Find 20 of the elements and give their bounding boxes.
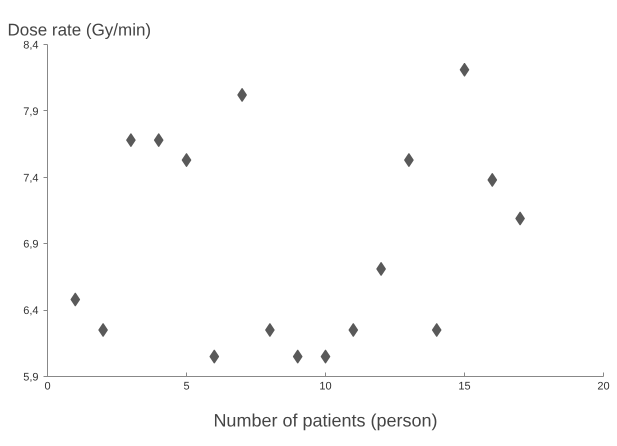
x-tick-label: 5 <box>183 380 190 392</box>
point <box>154 133 164 148</box>
y-tick-label: 8,4 <box>23 40 39 52</box>
y-tick-label: 5,9 <box>23 372 39 384</box>
point <box>348 323 358 338</box>
point <box>432 323 442 338</box>
point <box>487 172 498 187</box>
y-tick-label: 6,4 <box>23 305 39 318</box>
x-tick-label: 15 <box>458 380 471 392</box>
x-tick-label: 0 <box>44 380 51 392</box>
x-tick-label: 10 <box>319 380 332 392</box>
point <box>70 292 80 306</box>
y-tick-label: 6,9 <box>23 238 39 251</box>
point <box>292 350 303 364</box>
y-tick-label: 7,9 <box>23 106 39 118</box>
x-axis-title: Number of patients (person) <box>213 410 438 430</box>
x-tick-label: 20 <box>597 380 610 392</box>
y-axis-title: Dose rate (Gy/min) <box>8 20 152 40</box>
y-tick-label: 7,4 <box>23 172 39 184</box>
point <box>209 350 220 364</box>
